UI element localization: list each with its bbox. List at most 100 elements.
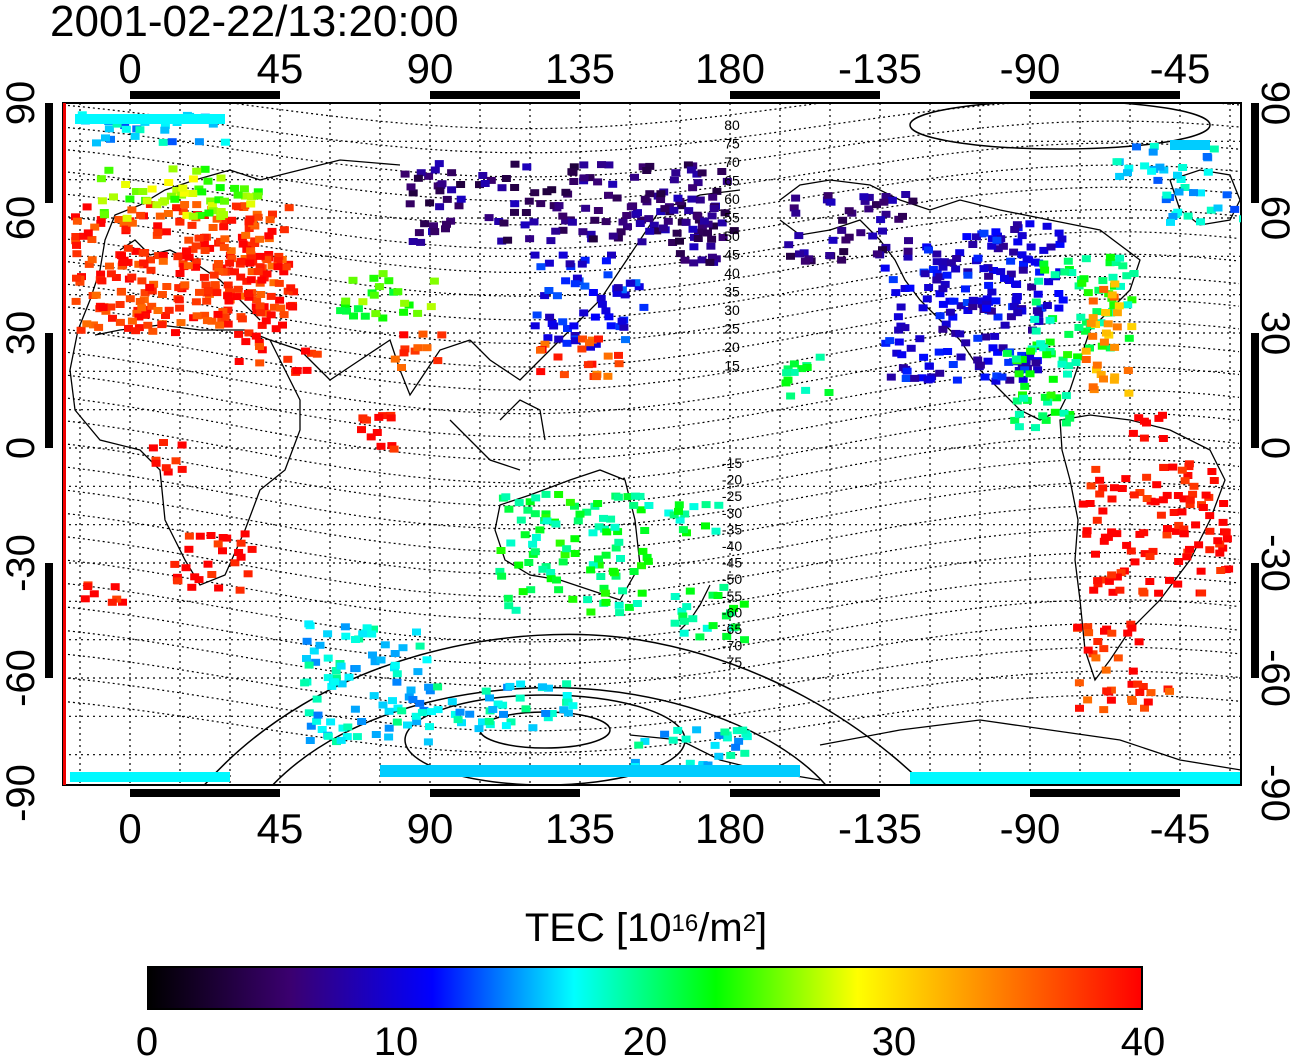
tec-pixel bbox=[1006, 270, 1016, 278]
tec-pixel bbox=[613, 234, 623, 242]
tec-pixel bbox=[837, 226, 847, 234]
tec-pixel bbox=[191, 242, 201, 250]
tec-pixel bbox=[1110, 280, 1120, 288]
tec-pixel bbox=[289, 288, 299, 296]
tec-pixel bbox=[262, 256, 272, 264]
tec-pixel bbox=[975, 361, 985, 369]
contour-label: -15 bbox=[722, 455, 742, 471]
tec-pixel bbox=[1039, 246, 1049, 254]
lat-tick-label: -60 bbox=[0, 649, 43, 707]
tec-pixel bbox=[1039, 260, 1049, 268]
tec-pixel bbox=[147, 185, 157, 193]
tec-pixel bbox=[426, 303, 436, 311]
tec-pixel bbox=[214, 196, 224, 204]
tec-pixel bbox=[96, 216, 106, 224]
tec-pixel bbox=[1060, 268, 1070, 276]
tec-pixel bbox=[433, 706, 443, 714]
tec-pixel bbox=[956, 353, 966, 361]
tec-pixel bbox=[1081, 327, 1090, 335]
tec-pixel bbox=[1081, 255, 1091, 263]
tec-pixel bbox=[374, 283, 384, 291]
tec-pixel bbox=[212, 263, 222, 271]
tec-pixel bbox=[1100, 627, 1109, 635]
tec-pixel bbox=[216, 174, 226, 182]
tec-pixel bbox=[147, 302, 157, 310]
tec-pixel bbox=[209, 271, 219, 279]
tec-pixel bbox=[614, 601, 624, 609]
tec-pixel bbox=[569, 178, 579, 185]
tec-pixel bbox=[279, 311, 289, 319]
tec-pixel bbox=[497, 237, 507, 245]
tec-pixel bbox=[223, 320, 233, 328]
tec-pixel bbox=[219, 223, 229, 231]
tec-pixel bbox=[611, 544, 621, 552]
tec-pixel bbox=[175, 218, 185, 226]
tec-pixel bbox=[1188, 490, 1198, 498]
tec-pixel bbox=[1058, 296, 1068, 304]
tec-pixel bbox=[1216, 567, 1226, 574]
tec-pixel bbox=[223, 281, 233, 289]
tec-pixel bbox=[255, 302, 265, 310]
tec-pixel bbox=[531, 494, 541, 502]
tec-pixel bbox=[1215, 549, 1225, 557]
colorbar-tick-label: 20 bbox=[622, 1020, 668, 1064]
tec-pixel bbox=[514, 499, 524, 507]
tec-pixel bbox=[1081, 356, 1091, 363]
tec-pixel bbox=[524, 197, 534, 205]
tec-pixel bbox=[568, 168, 578, 176]
tec-pixel bbox=[938, 285, 948, 293]
tec-pixel bbox=[414, 229, 424, 237]
tec-pixel bbox=[897, 351, 907, 359]
tec-pixel bbox=[236, 257, 246, 265]
tec-pixel bbox=[692, 170, 702, 178]
contour-label: 50 bbox=[724, 228, 740, 244]
tec-pixel bbox=[531, 534, 541, 541]
tec-pixel bbox=[187, 583, 197, 591]
tec-pixel bbox=[546, 569, 556, 576]
tec-pixel bbox=[435, 203, 445, 211]
tec-pixel bbox=[789, 204, 799, 212]
tec-pixel bbox=[403, 721, 412, 729]
tec-pixel bbox=[637, 562, 646, 570]
tec-pixel bbox=[207, 202, 217, 210]
tec-pixel bbox=[1086, 482, 1096, 490]
tec-pixel bbox=[400, 170, 410, 178]
tec-pixel bbox=[670, 593, 680, 600]
tec-pixel bbox=[619, 323, 629, 331]
tec-pixel bbox=[240, 202, 250, 210]
tec-pixel bbox=[1145, 578, 1155, 585]
lon-tick-label: -45 bbox=[1150, 805, 1211, 852]
tec-pixel bbox=[1079, 275, 1089, 283]
tec-pixel bbox=[413, 668, 423, 676]
tec-pixel bbox=[1040, 266, 1050, 274]
tec-pixel bbox=[219, 243, 229, 251]
tec-pixel bbox=[903, 247, 913, 255]
tec-pixel bbox=[1027, 283, 1037, 291]
tec-pixel bbox=[336, 307, 346, 315]
tec-pixel bbox=[1057, 360, 1067, 368]
tec-pixel bbox=[312, 350, 322, 358]
tec-pixel bbox=[997, 373, 1007, 381]
tec-pixel bbox=[629, 568, 639, 575]
tec-pixel bbox=[163, 468, 173, 476]
tec-pixel bbox=[987, 288, 997, 296]
tec-pixel bbox=[991, 228, 1001, 236]
tec-pixel bbox=[1052, 394, 1062, 402]
tec-pixel bbox=[164, 306, 174, 314]
tec-pixel bbox=[623, 493, 633, 501]
tec-pixel bbox=[220, 235, 230, 243]
tec-pixel bbox=[551, 227, 561, 235]
tec-pixel bbox=[420, 220, 430, 228]
tec-pixel bbox=[681, 735, 691, 743]
tec-pixel bbox=[147, 287, 157, 295]
tec-pixel bbox=[1099, 706, 1109, 714]
tec-pixel bbox=[554, 335, 564, 343]
tec-pixel bbox=[1129, 270, 1139, 277]
tec-pixel bbox=[825, 252, 835, 259]
tec-pixel bbox=[1163, 525, 1172, 532]
tec-pixel bbox=[350, 705, 360, 713]
tec-pixel bbox=[955, 330, 965, 338]
tec-pixel bbox=[707, 212, 717, 220]
tec-pixel bbox=[880, 264, 890, 272]
tec-pixel bbox=[940, 280, 950, 288]
